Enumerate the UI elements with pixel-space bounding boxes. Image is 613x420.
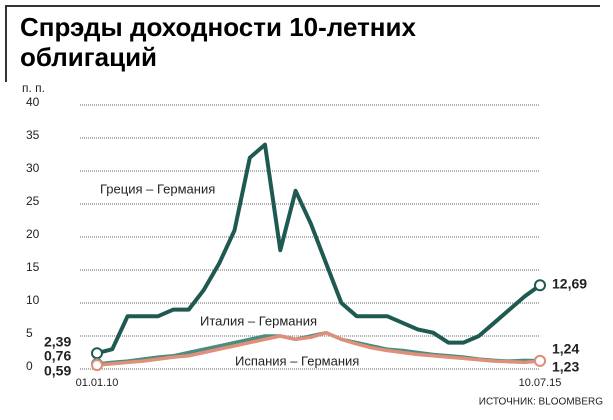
- value-label: 0,76: [44, 348, 71, 364]
- end-point: [534, 354, 546, 367]
- frame: [5, 5, 600, 82]
- value-label: 1,24: [552, 341, 579, 357]
- source: ИСТОЧНИК: BLOOMBERG: [479, 397, 603, 408]
- title-box: Спрэды доходности 10-летних облигаций: [20, 12, 416, 72]
- end-point: [91, 359, 103, 372]
- x-tick-label: 01.01.10: [76, 377, 119, 389]
- y-axis-label: п. п.: [22, 81, 45, 95]
- value-label: 2,39: [44, 334, 71, 350]
- series-line: [96, 142, 542, 356]
- chart-title: Спрэды доходности 10-летних облигаций: [20, 12, 416, 72]
- y-tick-label: 40: [26, 95, 40, 109]
- y-tick-label: 0: [26, 359, 33, 373]
- y-tick-label: 20: [26, 227, 40, 241]
- legend-label: Испания – Германия: [235, 353, 359, 368]
- x-tick-label: 10.07.15: [519, 377, 562, 389]
- series-line: [96, 330, 541, 367]
- value-label: 0,59: [44, 363, 71, 379]
- end-point: [91, 347, 103, 360]
- y-tick-label: 35: [26, 128, 40, 142]
- y-tick-label: 15: [26, 260, 40, 274]
- y-tick-label: 5: [26, 326, 33, 340]
- y-tick-label: 25: [26, 194, 40, 208]
- y-tick-label: 30: [26, 161, 40, 175]
- value-label: 12,69: [552, 276, 587, 292]
- end-point: [534, 279, 546, 292]
- y-tick-label: 10: [26, 293, 40, 307]
- legend-label: Греция – Германия: [100, 181, 215, 196]
- legend-label: Италия – Германия: [200, 313, 317, 328]
- value-label: 1,23: [552, 359, 579, 375]
